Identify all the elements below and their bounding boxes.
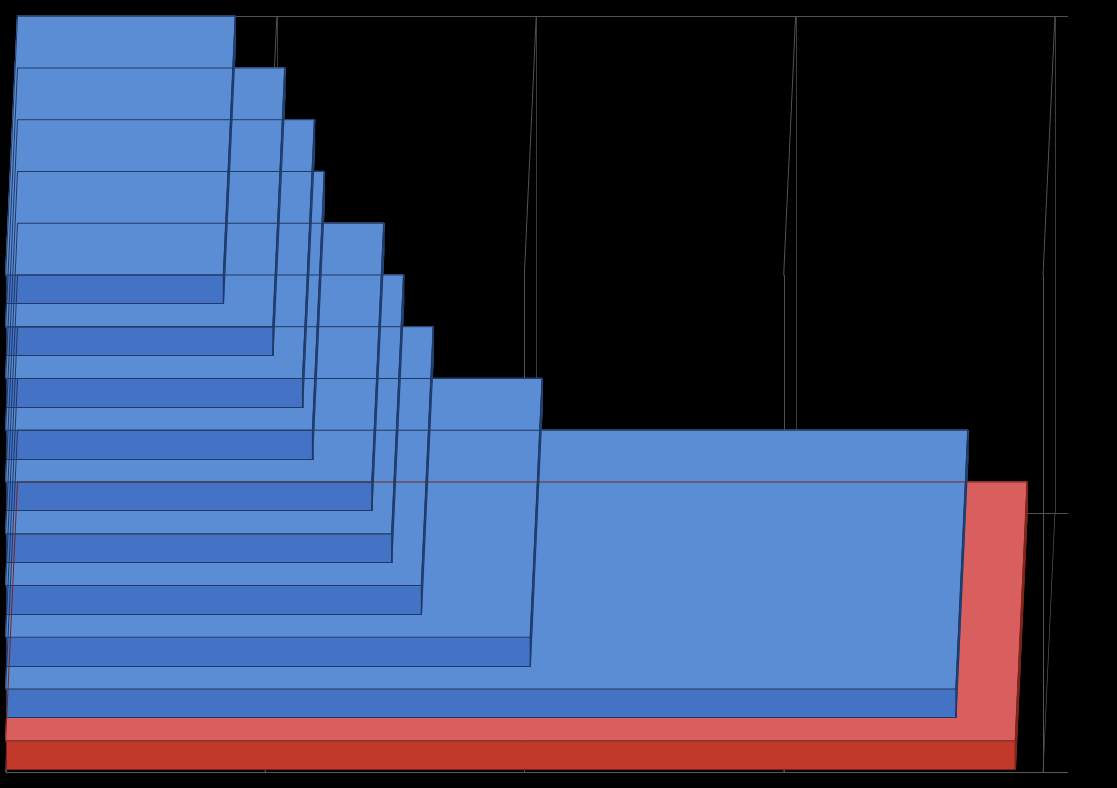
Polygon shape (6, 327, 433, 585)
Polygon shape (223, 17, 236, 303)
Polygon shape (6, 17, 236, 275)
Polygon shape (6, 430, 967, 689)
Polygon shape (303, 120, 315, 407)
Bar (6, 327, 273, 355)
Bar (6, 585, 421, 614)
Polygon shape (6, 223, 384, 482)
Polygon shape (6, 482, 1028, 741)
Bar (6, 637, 531, 666)
Polygon shape (6, 378, 542, 637)
Polygon shape (6, 172, 324, 430)
Polygon shape (372, 223, 384, 511)
Bar (6, 689, 956, 717)
Bar (6, 275, 223, 303)
Polygon shape (313, 172, 324, 459)
Polygon shape (421, 327, 433, 614)
Polygon shape (6, 120, 315, 378)
Polygon shape (1015, 482, 1028, 769)
Bar (6, 741, 1015, 769)
Bar (6, 482, 372, 511)
Polygon shape (6, 68, 285, 327)
Polygon shape (956, 430, 967, 717)
Bar (6, 378, 303, 407)
Polygon shape (6, 275, 403, 533)
Polygon shape (531, 378, 542, 666)
Bar (6, 533, 392, 562)
Polygon shape (392, 275, 403, 562)
Polygon shape (273, 68, 285, 355)
Bar (6, 430, 313, 459)
